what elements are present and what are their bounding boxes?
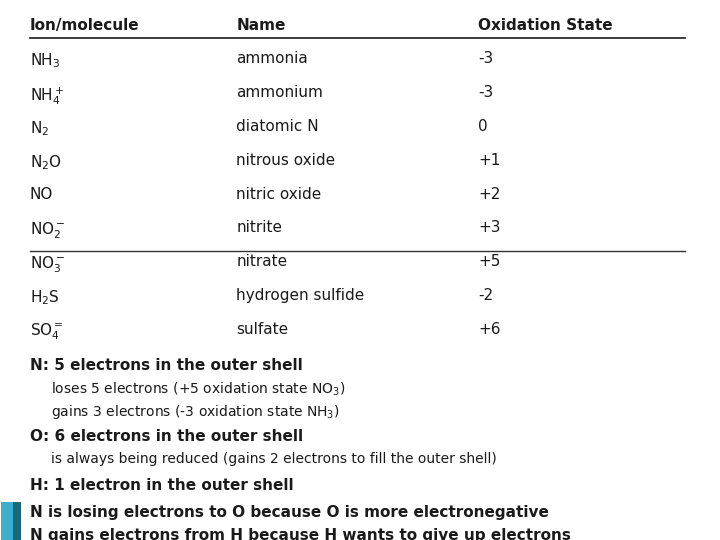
Text: -2: -2 (479, 288, 494, 303)
Text: hydrogen sulfide: hydrogen sulfide (236, 288, 364, 303)
Text: gains 3 electrons (-3 oxidation state NH$_3$): gains 3 electrons (-3 oxidation state NH… (51, 402, 340, 421)
Text: N: 5 electrons in the outer shell: N: 5 electrons in the outer shell (30, 358, 302, 373)
Text: +1: +1 (479, 153, 501, 168)
Text: N$_2$O: N$_2$O (30, 153, 62, 172)
Text: sulfate: sulfate (236, 322, 289, 337)
Text: nitrate: nitrate (236, 254, 287, 269)
Bar (1, 502, 22, 540)
Text: Name: Name (236, 18, 286, 32)
Text: +2: +2 (479, 187, 501, 201)
Text: nitric oxide: nitric oxide (236, 187, 322, 201)
Text: H$_2$S: H$_2$S (30, 288, 60, 307)
Text: N gains electrons from H because H wants to give up electrons: N gains electrons from H because H wants… (30, 528, 571, 540)
Text: NO: NO (30, 187, 53, 201)
Text: ammonia: ammonia (236, 51, 308, 66)
Text: NO$_3^-$: NO$_3^-$ (30, 254, 66, 275)
Text: +6: +6 (479, 322, 501, 337)
Text: Ion/molecule: Ion/molecule (30, 18, 140, 32)
Text: SO$_4^{=}$: SO$_4^{=}$ (30, 322, 63, 342)
Text: N$_2$: N$_2$ (30, 119, 49, 138)
Text: NH$_4^+$: NH$_4^+$ (30, 85, 64, 107)
Text: nitrous oxide: nitrous oxide (236, 153, 336, 168)
Text: O: 6 electrons in the outer shell: O: 6 electrons in the outer shell (30, 429, 303, 444)
Text: -3: -3 (479, 85, 494, 100)
Text: -3: -3 (479, 51, 494, 66)
Bar (1, 502, 13, 540)
Text: loses 5 electrons (+5 oxidation state NO$_3$): loses 5 electrons (+5 oxidation state NO… (51, 380, 346, 397)
Text: +5: +5 (479, 254, 501, 269)
Text: H: 1 electron in the outer shell: H: 1 electron in the outer shell (30, 478, 294, 494)
Text: ammonium: ammonium (236, 85, 323, 100)
Text: Oxidation State: Oxidation State (479, 18, 613, 32)
Text: N is losing electrons to O because O is more electronegative: N is losing electrons to O because O is … (30, 505, 549, 521)
Text: NH$_3$: NH$_3$ (30, 51, 60, 70)
Text: is always being reduced (gains 2 electrons to fill the outer shell): is always being reduced (gains 2 electro… (51, 451, 497, 465)
Text: 0: 0 (479, 119, 488, 134)
Text: nitrite: nitrite (236, 220, 282, 235)
Text: NO$_2^-$: NO$_2^-$ (30, 220, 66, 241)
Text: +3: +3 (479, 220, 501, 235)
Text: diatomic N: diatomic N (236, 119, 319, 134)
